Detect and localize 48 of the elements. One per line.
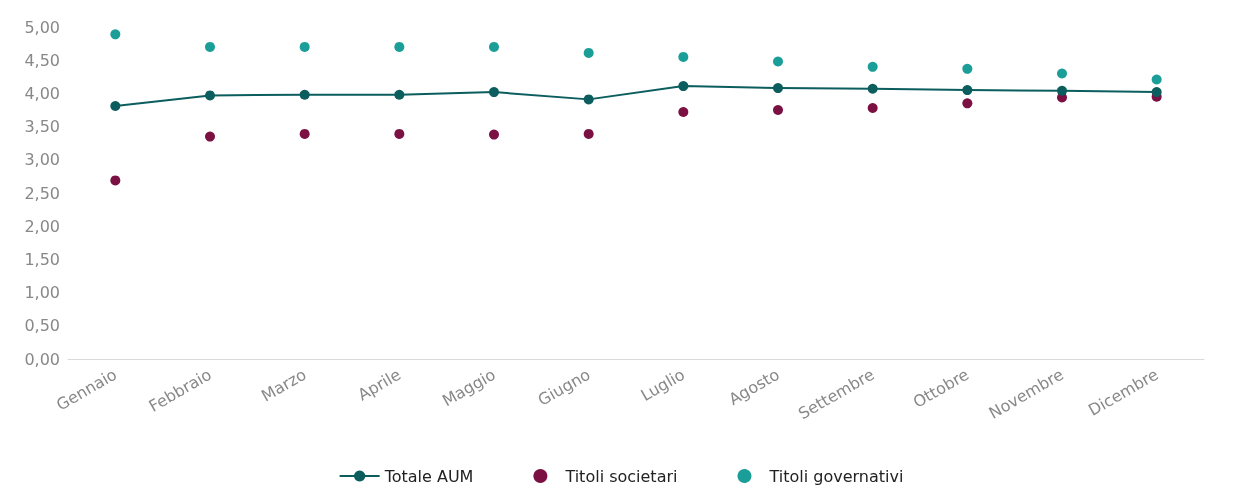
point — [489, 129, 499, 140]
point — [583, 128, 594, 139]
point — [205, 90, 215, 101]
point — [394, 89, 405, 100]
point — [1151, 87, 1162, 98]
y-tick-label: 3,00 — [24, 150, 60, 170]
point — [299, 128, 310, 139]
point — [299, 41, 310, 52]
y-tick-label: 2,00 — [24, 216, 60, 236]
point — [962, 85, 973, 96]
point — [205, 41, 215, 52]
point — [773, 56, 783, 67]
point — [678, 106, 689, 117]
y-tick-label: 1,50 — [24, 249, 60, 269]
point — [489, 87, 499, 98]
point — [583, 94, 594, 105]
point — [962, 63, 973, 74]
point — [678, 81, 689, 92]
point — [205, 131, 215, 142]
y-tick-label: 3,50 — [24, 117, 60, 137]
point — [299, 89, 310, 100]
legend-label: Titoli societari — [564, 466, 678, 486]
y-tick-label: 0,50 — [24, 316, 60, 336]
point — [110, 101, 121, 112]
point — [867, 61, 878, 72]
point — [867, 103, 878, 114]
y-tick-label: 5,00 — [24, 17, 60, 37]
point — [394, 41, 405, 52]
point — [1151, 74, 1162, 85]
y-tick-label: 0,00 — [24, 349, 60, 369]
legend-label: Totale AUM — [383, 466, 474, 486]
point — [110, 175, 121, 186]
y-tick-label: 1,00 — [24, 283, 60, 303]
y-tick-label: 4,00 — [24, 83, 60, 103]
point — [1057, 85, 1067, 96]
point — [489, 41, 499, 52]
point — [1057, 68, 1067, 79]
point — [583, 47, 594, 58]
point — [962, 98, 973, 109]
point — [110, 29, 121, 40]
y-tick-label: 4,50 — [24, 50, 60, 70]
point — [678, 51, 689, 62]
point — [867, 83, 878, 94]
point — [773, 105, 783, 115]
point — [394, 128, 405, 139]
legend-label: Titoli governativi — [768, 466, 904, 486]
point — [773, 83, 783, 94]
y-tick-label: 2,50 — [24, 183, 60, 203]
